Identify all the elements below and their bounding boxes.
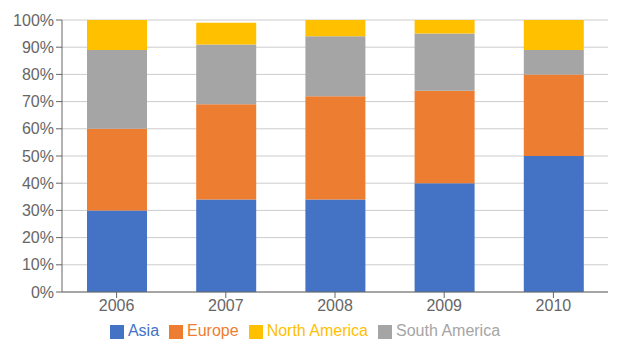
svg-text:2009: 2009 [426,297,462,314]
svg-text:0%: 0% [31,284,54,301]
svg-text:2006: 2006 [99,297,135,314]
svg-text:100%: 100% [13,12,54,29]
svg-text:30%: 30% [22,202,54,219]
svg-text:2008: 2008 [317,297,353,314]
svg-text:70%: 70% [22,93,54,110]
svg-text:40%: 40% [22,175,54,192]
svg-text:80%: 80% [22,66,54,83]
svg-text:2007: 2007 [208,297,244,314]
html-text:North America: North America [266,322,368,339]
svg-text:50%: 50% [22,148,54,165]
svg-text:90%: 90% [22,39,54,56]
svg-text:20%: 20% [22,229,54,246]
html-text:Asia: Asia [127,322,159,339]
html-text:South America: South America [396,322,501,339]
html-text:Europe: Europe [187,322,239,339]
svg-text:10%: 10% [22,256,54,273]
svg-text:2010: 2010 [536,297,572,314]
svg-text:60%: 60% [22,120,54,137]
